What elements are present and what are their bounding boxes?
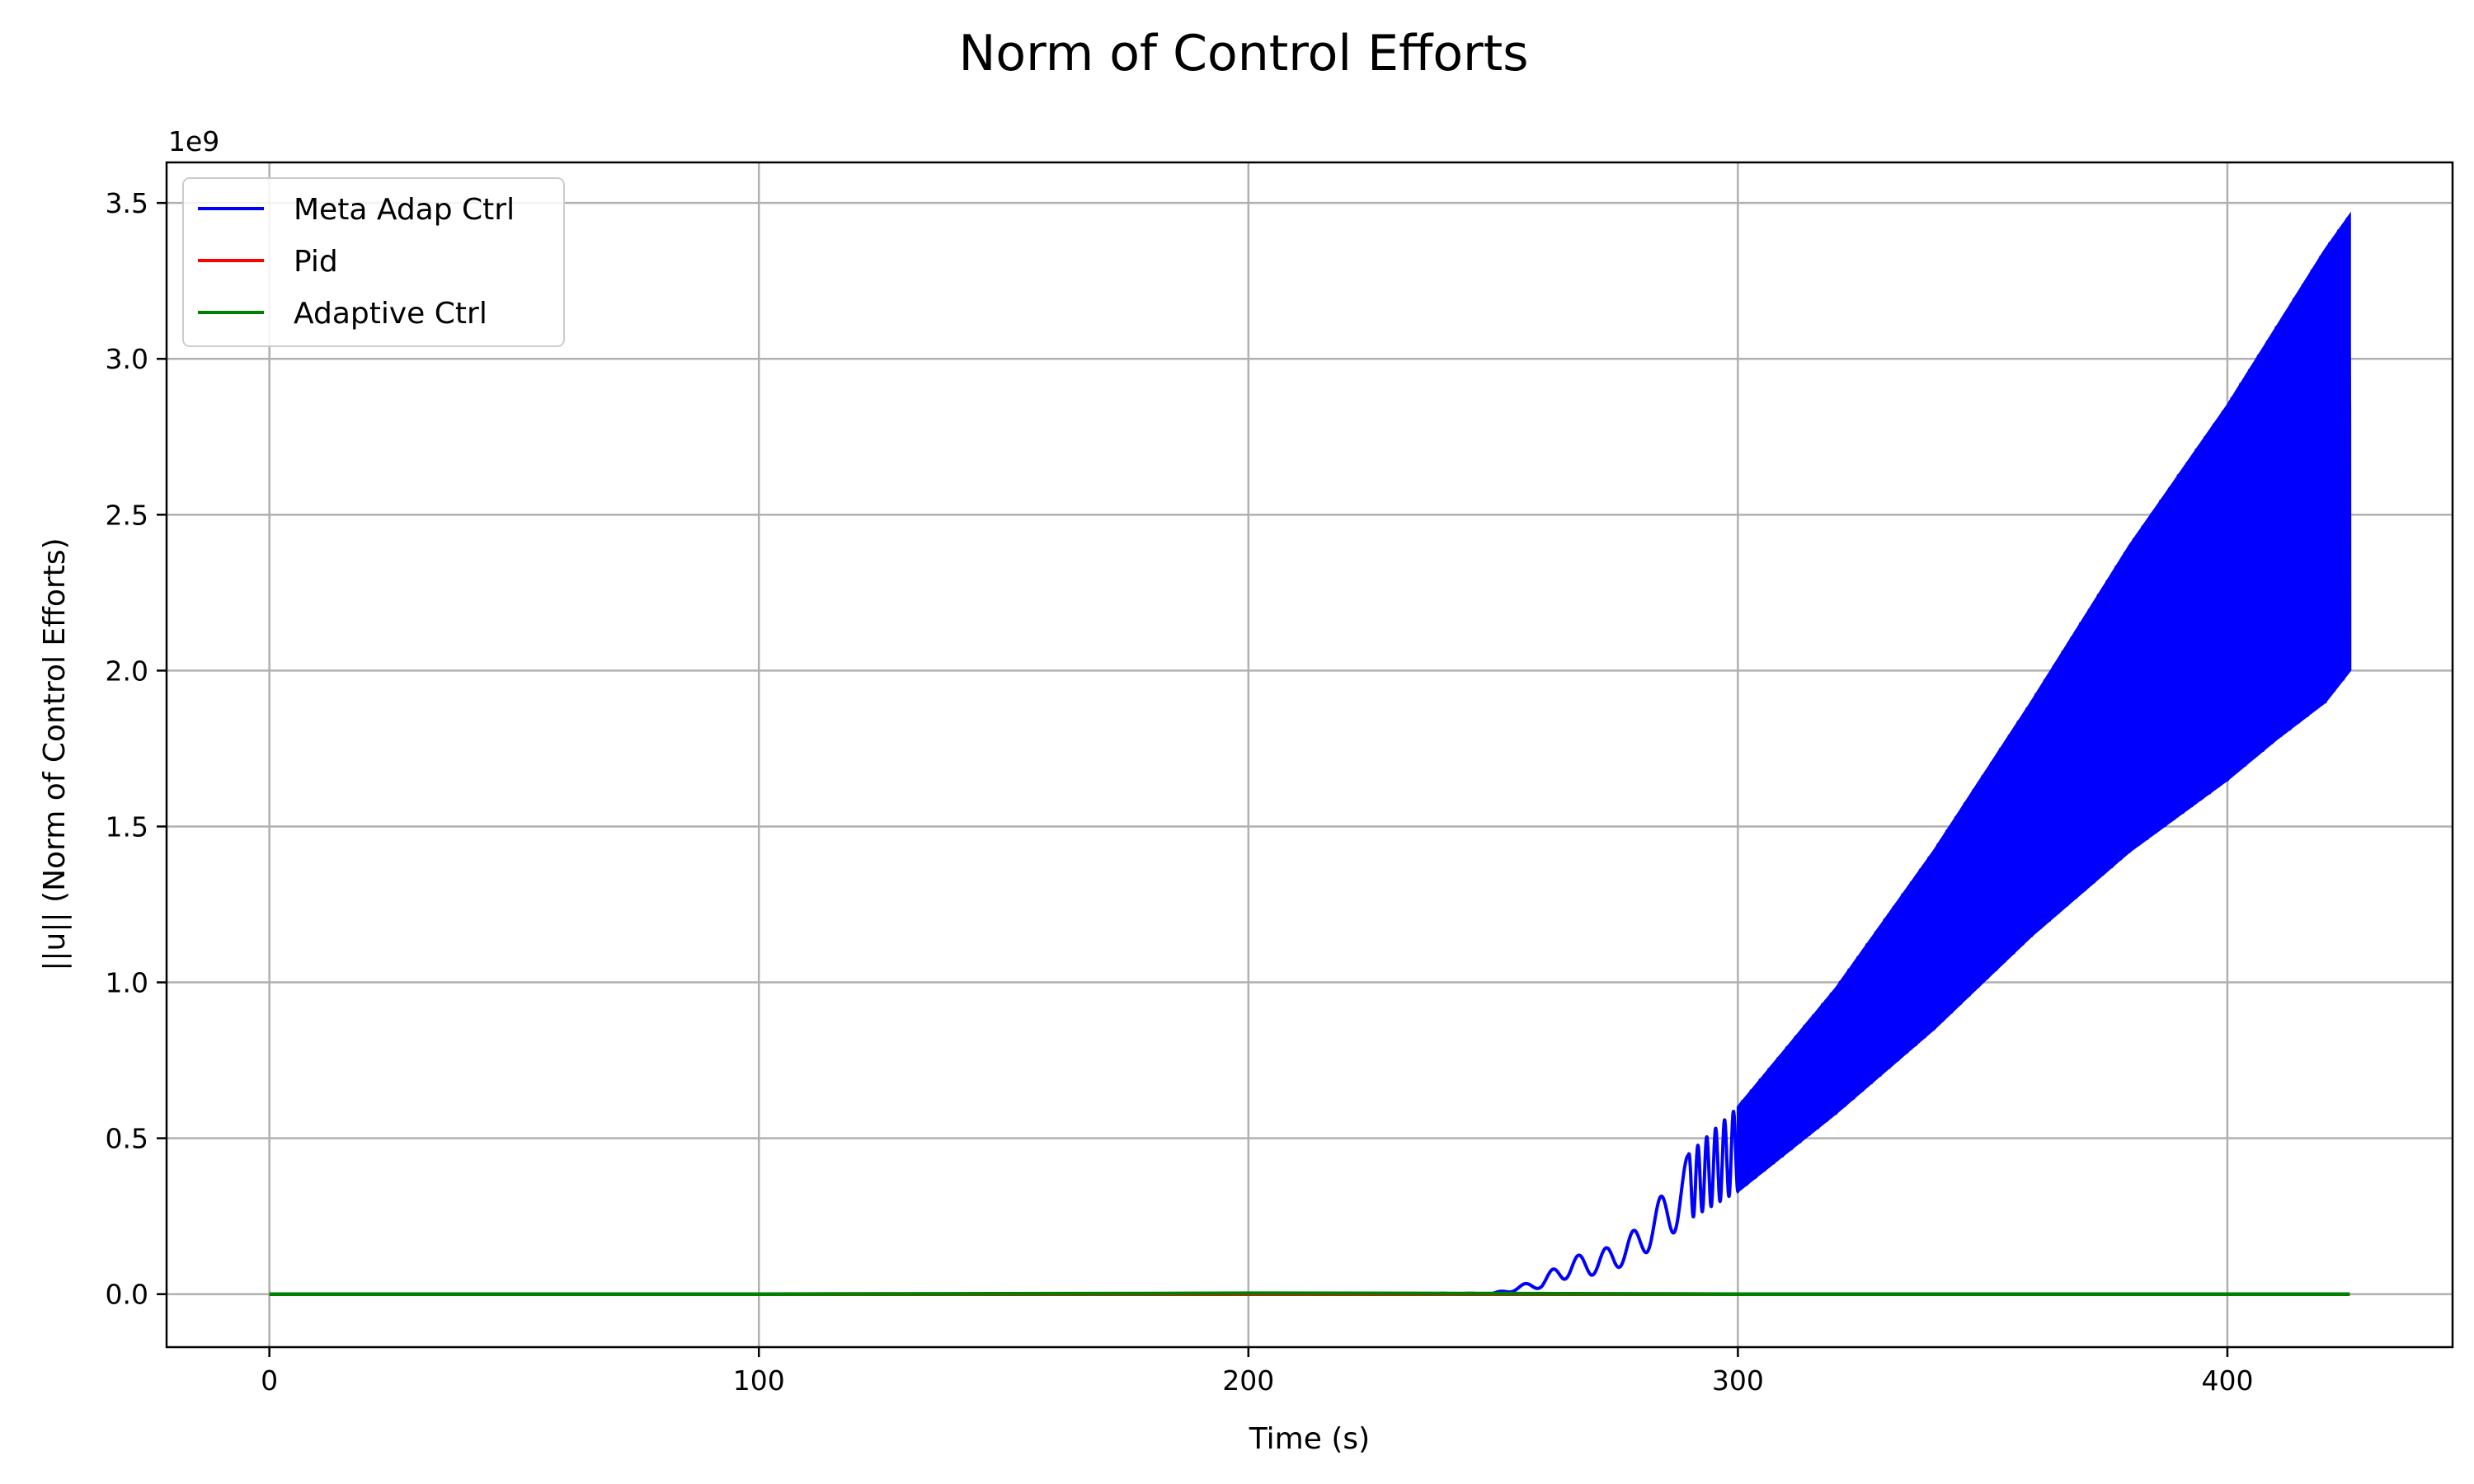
x-tick-label: 0 [261,1364,278,1397]
x-tick-label: 100 [733,1364,785,1397]
tick-layer: 0 100 200 300 400 0.0 0.5 1.0 1.5 2.0 2.5 3.0 3.5 [106,187,2254,1397]
chart-title: Norm of Control Efforts [959,25,1529,82]
series-band-meta-adap-ctrl [1736,211,2351,1195]
x-tick-label: 300 [1712,1364,1764,1397]
y-tick-label: 2.0 [106,655,148,687]
y-tick-label: 3.0 [106,343,148,375]
legend-label-meta-adap-ctrl: Meta Adap Ctrl [294,193,515,227]
y-tick-label: 3.5 [106,187,148,219]
plot-frame [165,161,2454,1349]
series-layer [267,211,2352,1296]
legend: Meta Adap Ctrl Pid Adaptive Ctrl [182,177,565,347]
y-tick-label: 0.0 [106,1279,148,1311]
y-tick-label: 1.0 [106,967,148,999]
y-tick-label: 1.5 [106,810,148,843]
x-tick-label: 400 [2201,1364,2253,1397]
x-axis-label: Time (s) [1249,1422,1370,1456]
y-scale-label: 1e9 [168,125,219,157]
legend-label-pid: Pid [294,245,338,279]
y-axis-label: ||u|| (Norm of Control Efforts) [38,538,72,970]
x-tick-label: 200 [1222,1364,1274,1397]
y-tick-label: 2.5 [106,499,148,531]
legend-label-adaptive-ctrl: Adaptive Ctrl [294,297,487,331]
y-tick-label: 0.5 [106,1123,148,1155]
legend-box [182,177,565,347]
